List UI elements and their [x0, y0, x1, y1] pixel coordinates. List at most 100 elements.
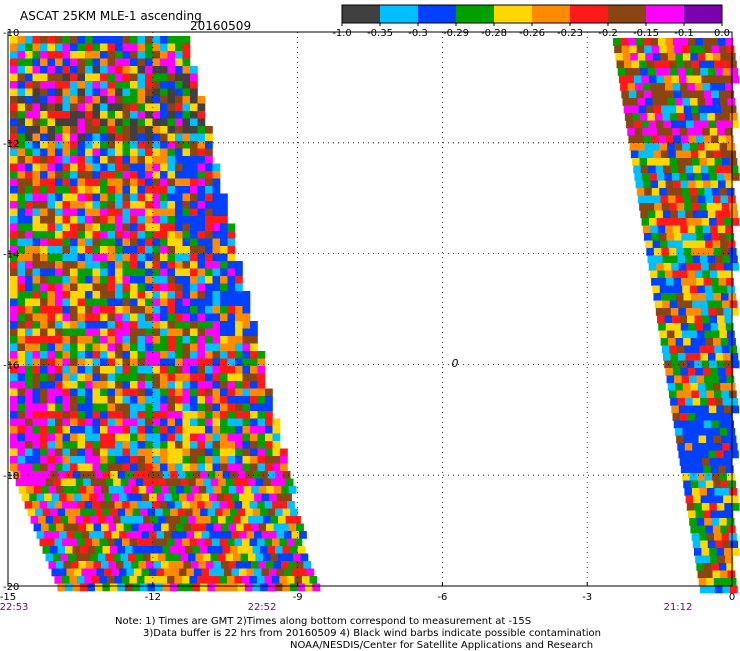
data-cell — [75, 478, 84, 487]
data-cell — [10, 208, 18, 217]
data-cell — [225, 516, 234, 524]
data-cell — [688, 510, 696, 519]
data-cell — [167, 96, 176, 104]
data-cell — [191, 523, 199, 532]
data-cell — [91, 576, 100, 584]
data-cell — [92, 163, 101, 172]
data-cell — [265, 441, 273, 449]
data-cell — [231, 531, 240, 539]
data-cell — [175, 373, 183, 382]
data-cell — [55, 163, 63, 172]
data-cell — [85, 403, 93, 412]
data-cell — [160, 351, 168, 359]
data-cell — [190, 388, 198, 397]
data-cell — [291, 531, 300, 539]
data-cell — [182, 261, 191, 269]
data-cell — [10, 73, 18, 82]
data-cell — [270, 516, 279, 524]
data-cell — [130, 163, 138, 172]
data-cell — [182, 148, 191, 157]
data-cell — [122, 381, 131, 389]
data-cell — [122, 66, 131, 74]
data-cell — [702, 368, 711, 376]
data-cell — [685, 255, 693, 264]
data-cell — [122, 291, 131, 299]
data-cell — [17, 426, 26, 434]
data-cell — [115, 336, 123, 344]
data-cell — [175, 418, 183, 427]
data-cell — [72, 508, 81, 517]
data-cell — [160, 163, 168, 172]
data-cell — [686, 218, 695, 226]
data-cell — [175, 336, 183, 344]
data-cell — [197, 336, 206, 344]
data-cell — [62, 238, 71, 247]
data-cell — [674, 330, 683, 339]
data-cell — [637, 143, 645, 151]
data-cell — [678, 308, 687, 316]
data-cell — [92, 58, 101, 67]
data-cell — [40, 276, 48, 284]
data-cell — [190, 283, 198, 292]
data-cell — [190, 208, 198, 217]
data-cell — [725, 180, 734, 189]
data-cell — [160, 373, 168, 382]
data-cell — [122, 261, 131, 269]
data-cell — [714, 158, 723, 166]
data-cell — [645, 195, 654, 204]
data-cell — [40, 148, 48, 157]
data-cell — [700, 398, 708, 406]
data-cell — [160, 186, 168, 194]
data-cell — [251, 523, 259, 532]
data-cell — [282, 508, 291, 517]
data-cell — [706, 435, 714, 444]
data-cell — [201, 568, 210, 577]
data-cell — [678, 120, 687, 129]
data-cell — [242, 358, 251, 367]
data-cell — [663, 75, 672, 84]
data-cell — [26, 486, 34, 494]
data-cell — [55, 268, 63, 277]
data-cell — [683, 390, 692, 399]
data-cell — [671, 218, 680, 226]
data-cell — [622, 53, 631, 61]
data-cell — [700, 540, 709, 549]
data-cell — [77, 418, 86, 427]
data-cell — [107, 441, 116, 449]
data-cell — [17, 141, 26, 149]
data-cell — [128, 516, 136, 524]
data-cell — [730, 353, 739, 361]
data-cell — [100, 336, 108, 344]
data-cell — [222, 471, 231, 479]
data-cell — [718, 233, 727, 241]
data-cell — [85, 396, 93, 404]
data-cell — [301, 576, 310, 584]
data-cell — [684, 158, 693, 166]
data-cell — [220, 388, 228, 397]
data-cell — [17, 351, 26, 359]
data-cell — [272, 463, 281, 472]
data-cell — [47, 501, 55, 509]
data-cell — [156, 568, 165, 577]
data-cell — [648, 263, 657, 271]
data-cell — [175, 441, 183, 449]
data-cell — [713, 248, 722, 256]
data-cell — [227, 441, 236, 449]
data-cell — [55, 156, 63, 164]
data-cell — [175, 253, 183, 262]
data-cell — [182, 336, 191, 344]
data-cell — [712, 473, 720, 481]
data-cell — [77, 43, 86, 52]
data-cell — [152, 51, 161, 59]
data-cell — [715, 210, 724, 219]
data-cell — [17, 171, 26, 179]
data-cell — [220, 231, 228, 239]
data-cell — [107, 148, 116, 157]
data-cell — [70, 216, 78, 224]
data-cell — [666, 188, 675, 196]
data-cell — [17, 261, 26, 269]
data-cell — [32, 186, 41, 194]
data-cell — [79, 583, 88, 592]
data-cell — [122, 36, 131, 44]
data-cell — [92, 426, 101, 434]
